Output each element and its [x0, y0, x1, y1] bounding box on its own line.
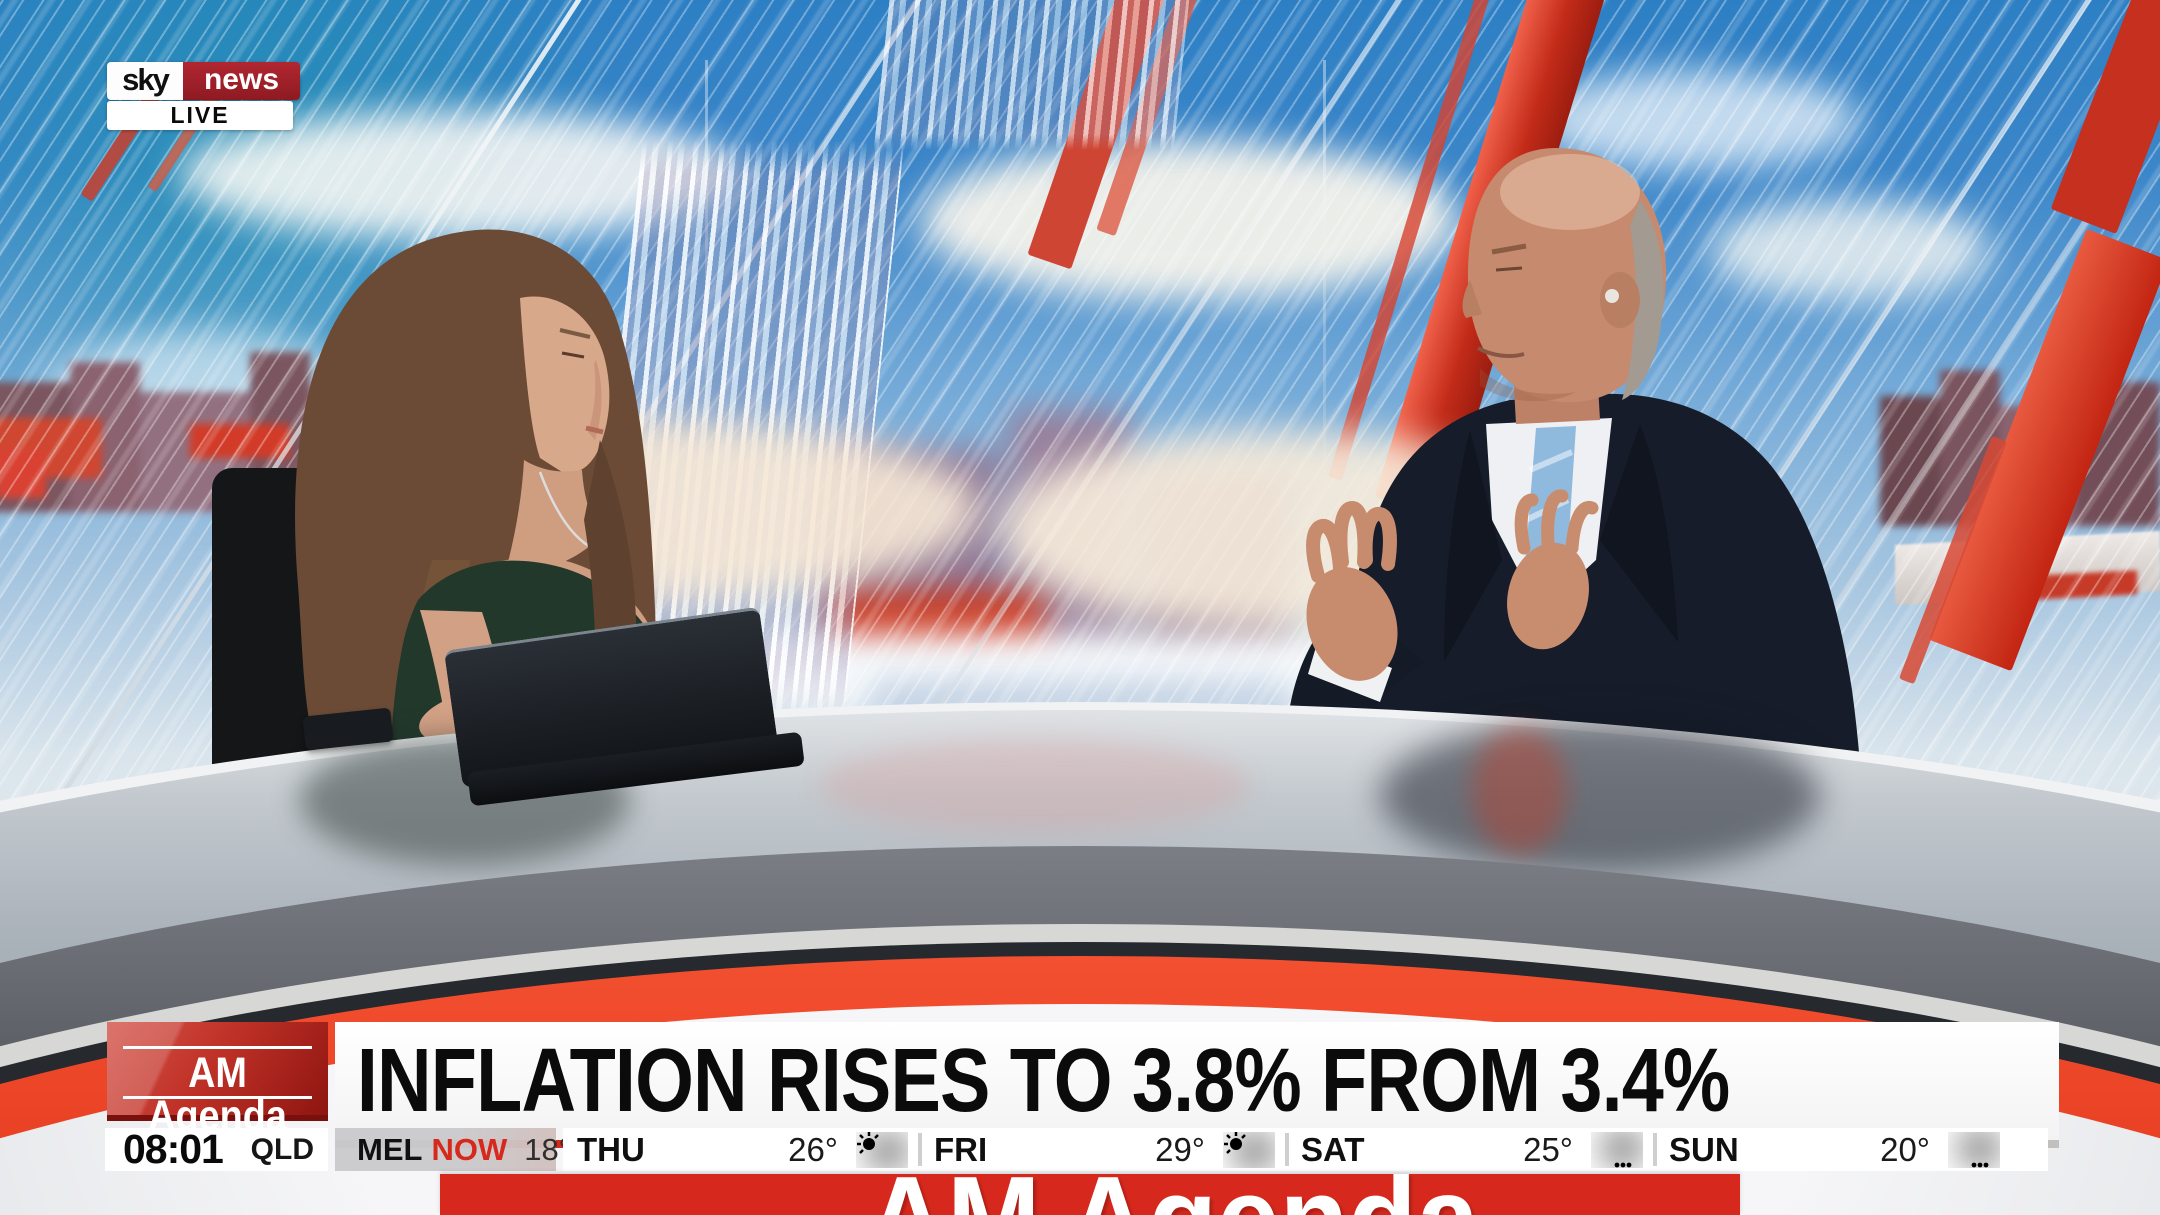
- forecast-temp: 26°: [788, 1130, 838, 1168]
- forecast-day-block: FRI 29°: [918, 1128, 1287, 1171]
- forecast-temp: 25°: [1523, 1130, 1573, 1168]
- partly-cloudy-icon: [856, 1131, 908, 1168]
- forecast-strip: THU 26° FRI 29° SAT 25° SUN 20°: [563, 1128, 2048, 1171]
- rain-icon: [1591, 1132, 1643, 1168]
- cloud: [920, 140, 1460, 300]
- logo-news-text: news: [183, 62, 300, 100]
- forecast-day-label: THU: [577, 1130, 645, 1168]
- current-weather-panel: MEL NOW 18°: [335, 1128, 571, 1171]
- forecast-day-label: FRI: [934, 1130, 988, 1168]
- panel-joint: [1323, 60, 1326, 710]
- logo-sky-text: sky: [107, 62, 183, 100]
- clock-panel: 08:01 QLD: [105, 1126, 328, 1172]
- rain-icon: [1948, 1132, 2000, 1168]
- desk-reflection: [1380, 718, 1820, 873]
- badge-rule-bottom: [123, 1096, 312, 1099]
- desk-reflection: [1472, 728, 1567, 853]
- now-label: NOW: [431, 1131, 508, 1167]
- forecast-day-block: SUN 20°: [1653, 1128, 2048, 1171]
- program-banner-title: AM Agenda: [866, 1174, 1479, 1215]
- clock-time: 08:01: [123, 1126, 224, 1172]
- forecast-day-block: THU 26°: [563, 1128, 920, 1171]
- live-badge: LIVE: [107, 101, 293, 130]
- badge-rule-top: [123, 1046, 312, 1049]
- headline-text: INFLATION RISES TO 3.8% FROM 3.4%: [356, 1031, 1730, 1131]
- headline-bar: INFLATION RISES TO 3.8% FROM 3.4%: [335, 1022, 2059, 1140]
- program-badge: AM Agenda: [107, 1022, 328, 1138]
- forecast-day-block: SAT 25°: [1285, 1128, 1655, 1171]
- forecast-temp: 29°: [1155, 1130, 1205, 1168]
- program-banner: AM Agenda: [440, 1174, 1740, 1215]
- desk-reflection: [820, 738, 1250, 833]
- sky-news-logo: sky news: [107, 62, 300, 100]
- clock-zone: QLD: [250, 1132, 314, 1166]
- forecast-day-label: SAT: [1301, 1130, 1365, 1168]
- forecast-temp: 20°: [1880, 1130, 1930, 1168]
- forecast-day-label: SUN: [1669, 1130, 1739, 1168]
- partly-cloudy-icon: [1223, 1131, 1275, 1168]
- current-city: MEL: [357, 1131, 423, 1167]
